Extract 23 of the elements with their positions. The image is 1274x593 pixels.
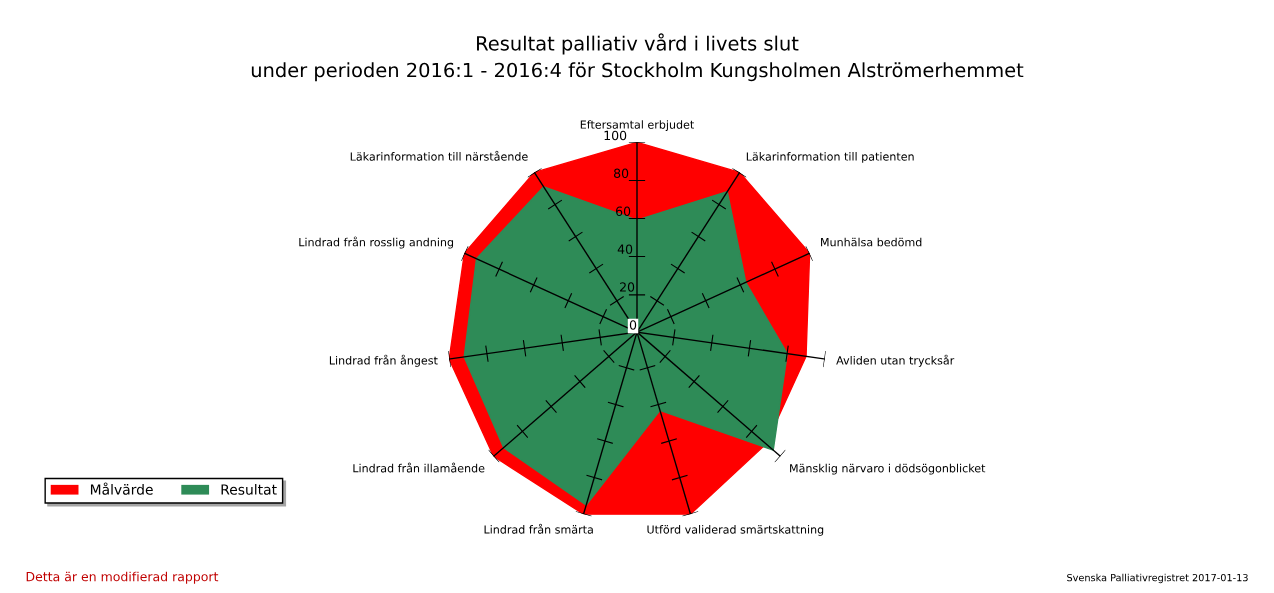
text: Detta är en modifierad rapport <box>26 571 219 584</box>
chart-title: Resultat palliativ vård i livets slut <box>477 33 799 55</box>
spoke-label: Eftersamtal erbjudet <box>580 120 694 131</box>
chart-subtitle: under perioden 2016:1 - 2016:4 för Stockholm Kungsholmen Alströmerhemmet <box>251 62 1024 82</box>
spoke-label: Utförd validerad smärtskattning <box>647 525 824 536</box>
text: Svenska Palliativregistret 2017-01-13 <box>1067 573 1248 584</box>
spoke-label: Lindrad från ångest <box>329 354 438 367</box>
spoke-label: Läkarinformation till närstående <box>350 150 528 161</box>
legend-label: Målvärde <box>90 482 153 495</box>
y-tick-label: 40 <box>617 244 633 254</box>
spoke-label: Lindrad från smärta <box>484 523 593 534</box>
y-tick-label: 80 <box>614 168 629 179</box>
spoke-label: Läkarinformation till patienten <box>746 152 914 163</box>
spoke-label: Avliden utan trycksår <box>836 354 955 367</box>
spoke-label: Mänsklig närvaro i dödsögonblicket <box>790 463 986 475</box>
y-tick-label: 100 <box>604 130 627 141</box>
y-tick-label: 60 <box>616 206 631 216</box>
spoke-label: Lindrad från rosslig andning <box>299 236 454 249</box>
spoke-label: Lindrad från illamående <box>353 462 485 473</box>
legend-label: Resultat <box>221 484 277 495</box>
y-tick-label: 0 <box>629 320 637 330</box>
y-tick-label: 20 <box>620 282 635 292</box>
spoke-label: Munhälsa bedömd <box>821 237 922 247</box>
